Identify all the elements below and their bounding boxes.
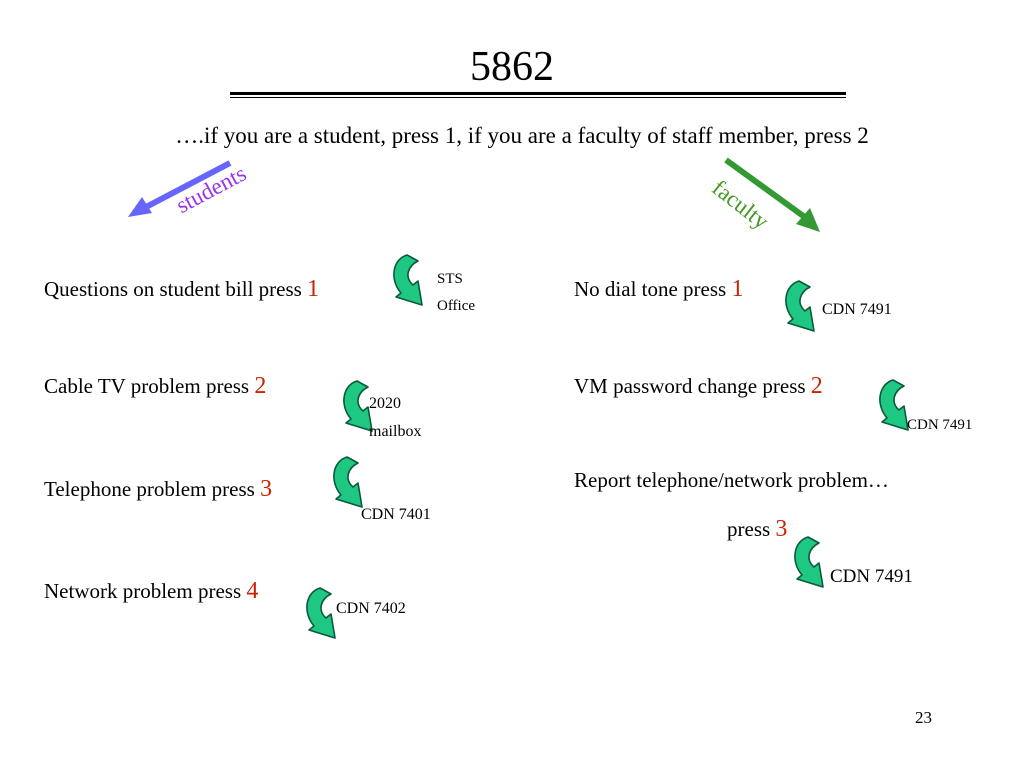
student-option-2: Cable TV problem press 2 (44, 373, 266, 399)
slide-title: 5862 (470, 44, 554, 90)
curved-arrow-icon (306, 587, 336, 639)
students-arrow-icon (128, 160, 232, 217)
title-divider-thin (230, 97, 846, 98)
student-option-1-destination-line2: Office (437, 298, 476, 314)
student-option-4-destination: CDN 7402 (336, 600, 406, 617)
faculty-arrow-icon (724, 157, 820, 232)
faculty-option-1-label: No dial tone press (574, 277, 732, 301)
faculty-option-1: No dial tone press 1 (574, 276, 743, 302)
student-option-2-destination-line1: 2020 (369, 395, 401, 412)
curved-arrow-icon (333, 456, 363, 508)
student-option-4: Network problem press 4 (44, 578, 258, 604)
faculty-option-2-key: 2 (810, 373, 823, 399)
student-option-1-key: 1 (307, 276, 320, 302)
student-option-3-key: 3 (260, 476, 273, 502)
page-number: 23 (915, 708, 932, 727)
faculty-option-2: VM password change press 2 (574, 373, 823, 399)
curved-arrow-icon (393, 254, 423, 306)
student-option-2-key: 2 (254, 373, 267, 399)
student-option-2-destination-line2: mailbox (369, 423, 422, 440)
faculty-option-3-key: 3 (775, 516, 788, 542)
title-divider-thick (230, 92, 846, 95)
faculty-option-2-label: VM password change press (574, 374, 811, 398)
student-option-3: Telephone problem press 3 (44, 476, 272, 502)
faculty-option-3: Report telephone/network problem… (574, 467, 889, 493)
faculty-option-1-destination: CDN 7491 (822, 301, 892, 318)
student-option-2-label: Cable TV problem press (44, 374, 255, 398)
slide-subtitle: ….if you are a student, press 1, if you … (175, 123, 869, 148)
student-option-1-destination-line1: STS (437, 271, 463, 287)
student-option-3-destination: CDN 7401 (361, 506, 431, 523)
faculty-option-1-key: 1 (731, 276, 744, 302)
curved-arrow-icon (794, 536, 824, 588)
student-option-3-label: Telephone problem press (44, 477, 261, 501)
student-option-4-label: Network problem press (44, 579, 247, 603)
faculty-option-3-press-label: press (727, 517, 776, 541)
faculty-option-3-press: press 3 (727, 516, 787, 542)
curved-arrow-icon (785, 280, 815, 332)
student-option-4-key: 4 (246, 578, 259, 604)
faculty-option-3-label: Report telephone/network problem… (574, 468, 889, 492)
student-option-1-label: Questions on student bill press (44, 277, 308, 301)
curved-arrow-icon (879, 379, 909, 431)
faculty-option-3-destination: CDN 7491 (830, 566, 913, 587)
faculty-option-2-destination: CDN 7491 (907, 417, 973, 433)
student-option-1: Questions on student bill press 1 (44, 276, 319, 302)
